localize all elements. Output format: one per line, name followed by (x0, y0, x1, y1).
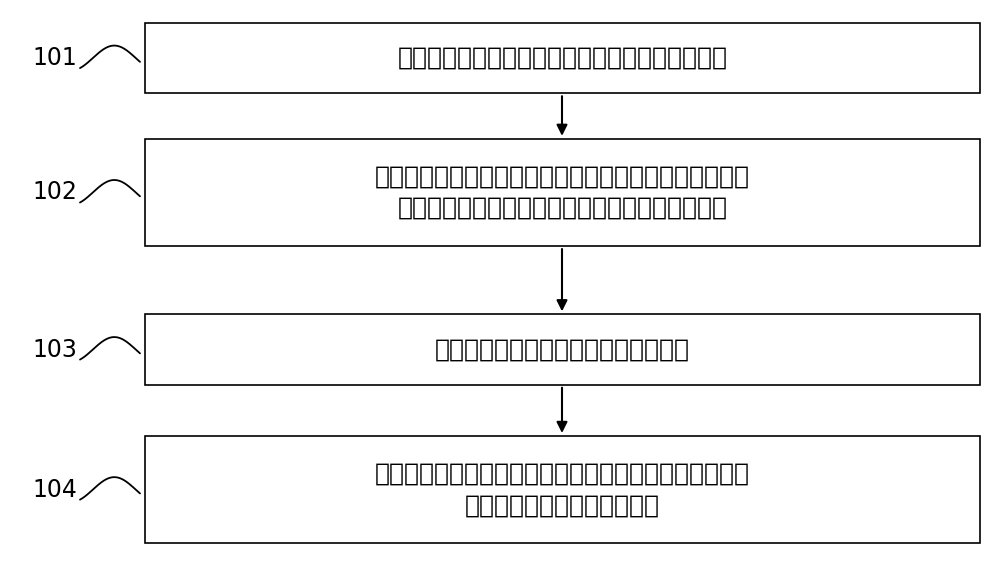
Text: 灌机中的电磁阀启闭循环周期: 灌机中的电磁阀启闭循环周期 (465, 493, 660, 517)
Bar (145, 139, 980, 246)
Text: 根据百分率计时器限值和行走速度百分数，计算喷灌机在: 根据百分率计时器限值和行走速度百分数，计算喷灌机在 (375, 165, 750, 189)
Text: 103: 103 (33, 337, 77, 362)
Bar (145, 436, 980, 543)
Bar (145, 314, 980, 385)
Text: 当第一公约数满足预设条件时，则将第一公约数确定为喷: 当第一公约数满足预设条件时，则将第一公约数确定为喷 (375, 462, 750, 486)
Bar (145, 23, 980, 93)
Text: 101: 101 (33, 46, 77, 70)
Text: 当前灌溉区域行走时每一次的行走时间和停止时间: 当前灌溉区域行走时每一次的行走时间和停止时间 (398, 196, 728, 220)
Text: 104: 104 (33, 478, 77, 501)
Text: 计算行走时间和停止时间的第一公约数: 计算行走时间和停止时间的第一公约数 (435, 337, 690, 362)
Text: 102: 102 (33, 181, 77, 204)
Text: 获取喷灌机的百分率计时器限值和行走速度百分数: 获取喷灌机的百分率计时器限值和行走速度百分数 (398, 46, 728, 70)
